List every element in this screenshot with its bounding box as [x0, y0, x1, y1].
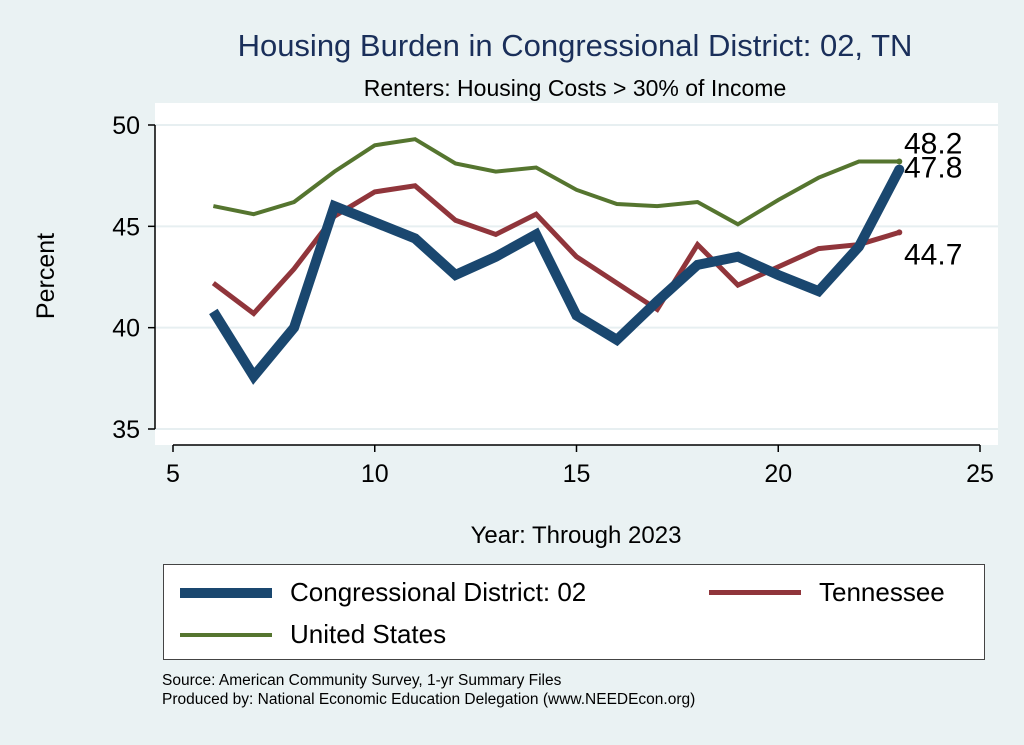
series-end-point-tennessee [896, 229, 903, 236]
y-axis-label: Percent [32, 233, 60, 319]
plot-area [155, 103, 998, 445]
end-label-district: 47.8 [904, 152, 962, 185]
y-tick-label-40: 40 [112, 315, 140, 343]
chart-title: Housing Burden in Congressional District… [237, 28, 913, 63]
series-end-point-district [894, 164, 905, 175]
x-tick-label-15: 15 [563, 460, 591, 488]
legend-swatch-district [180, 587, 272, 598]
end-label-tennessee: 44.7 [904, 238, 962, 271]
series-lines [209, 137, 905, 385]
source-note: Source: American Community Survey, 1-yr … [162, 672, 562, 689]
x-tick-label-10: 10 [361, 460, 389, 488]
series-line-district [209, 167, 904, 385]
legend: Congressional District: 02 Tennessee Uni… [163, 564, 985, 660]
legend-label-us: United States [290, 619, 447, 649]
x-axis-label: Year: Through 2023 [471, 522, 682, 549]
axes: 35 40 45 50 5 10 15 20 25 [112, 112, 994, 488]
series-end-point-us [896, 158, 903, 165]
y-tick-label-35: 35 [112, 416, 140, 444]
x-tick-label-20: 20 [764, 460, 792, 488]
grid-lines [155, 124, 998, 430]
y-tick-label-45: 45 [112, 213, 140, 241]
series-line-us [212, 137, 900, 227]
line-chart: 35 40 45 50 5 10 15 20 25 48.247.8 44.7 Percent Y… [32, 103, 998, 549]
produced-by-note: Produced by: National Economic Education… [162, 691, 696, 708]
data-labels: 48.247.8 44.7 [904, 127, 962, 271]
legend-item-tennessee: Tennessee [709, 577, 945, 608]
legend-item-district: Congressional District: 02 [180, 577, 586, 608]
end-label-us: 48.2 [904, 127, 962, 160]
legend-item-us: United States [180, 619, 446, 650]
legend-swatch-tennessee [709, 590, 801, 595]
legend-label-tennessee: Tennessee [819, 577, 945, 607]
legend-swatch-us [180, 632, 272, 637]
legend-label-district: Congressional District: 02 [290, 577, 587, 607]
x-tick-label-5: 5 [166, 460, 180, 488]
x-tick-label-25: 25 [966, 460, 994, 488]
y-tick-label-50: 50 [112, 112, 140, 140]
chart-subtitle: Renters: Housing Costs > 30% of Income [363, 75, 787, 101]
